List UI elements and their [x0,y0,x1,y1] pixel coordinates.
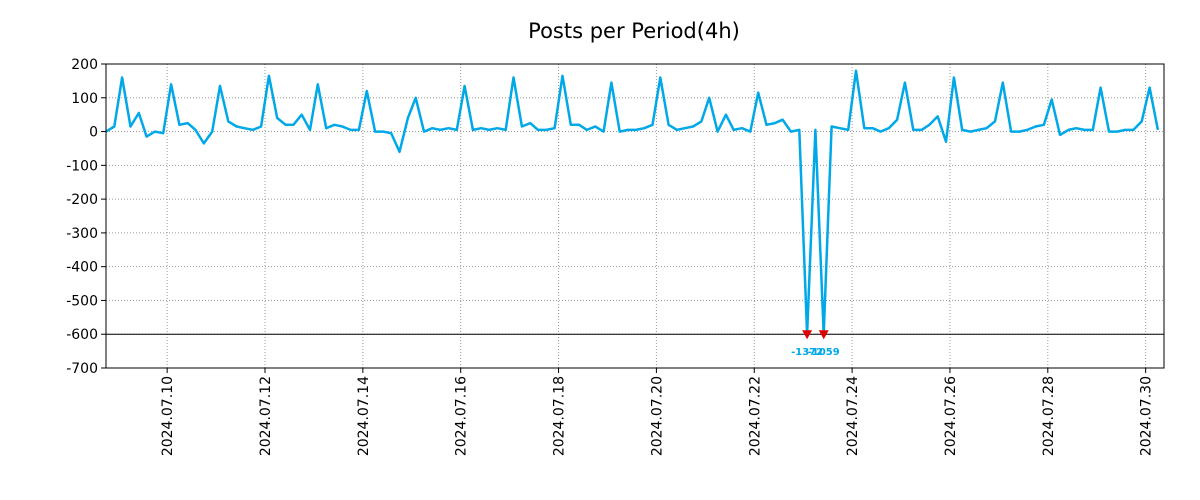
x-tick-label: 2024.07.20 [649,376,665,456]
y-tick-label: -400 [66,260,98,276]
plot-frame [105,63,1165,369]
y-axis: 200 100 0 -100 -200 -300 -400 -500 -600 -700 [66,57,106,377]
x-tick-label: 2024.07.30 [1139,376,1155,456]
y-tick-label: -700 [66,361,98,377]
clip-value-label: -1059 [808,347,840,358]
clip-markers: -1372-1059 [791,330,840,358]
clip-value-label: -1372 [791,347,823,358]
x-tick-label: 2024.07.28 [1041,376,1057,456]
x-tick-label: 2024.07.26 [943,376,959,456]
series-line [105,69,1160,336]
x-tick-label: 2024.07.18 [552,376,568,456]
x-tick-label: 2024.07.14 [356,376,372,456]
x-tick-label: 2024.07.12 [258,376,274,456]
series-layer [105,69,1160,336]
y-tick-label: -600 [66,327,98,343]
x-tick-label: 2024.07.16 [454,376,470,456]
y-tick-label: -100 [66,158,98,174]
x-axis: 2024.07.10 2024.07.12 2024.07.14 2024.07.16… [160,368,1155,456]
y-tick-label: -500 [66,293,98,309]
x-tick-label: 2024.07.10 [160,376,176,456]
y-tick-label: -300 [66,226,98,242]
x-tick-label: 2024.07.22 [747,376,763,456]
clip-marker [818,330,829,340]
y-tick-label: -200 [66,192,98,208]
y-tick-label: 0 [89,125,98,141]
chart-title: Posts per Period(4h) [528,19,740,43]
clip-marker [802,330,813,340]
y-tick-label: 100 [71,91,98,107]
y-tick-label: 200 [71,57,98,73]
x-tick-label: 2024.07.24 [845,376,861,456]
